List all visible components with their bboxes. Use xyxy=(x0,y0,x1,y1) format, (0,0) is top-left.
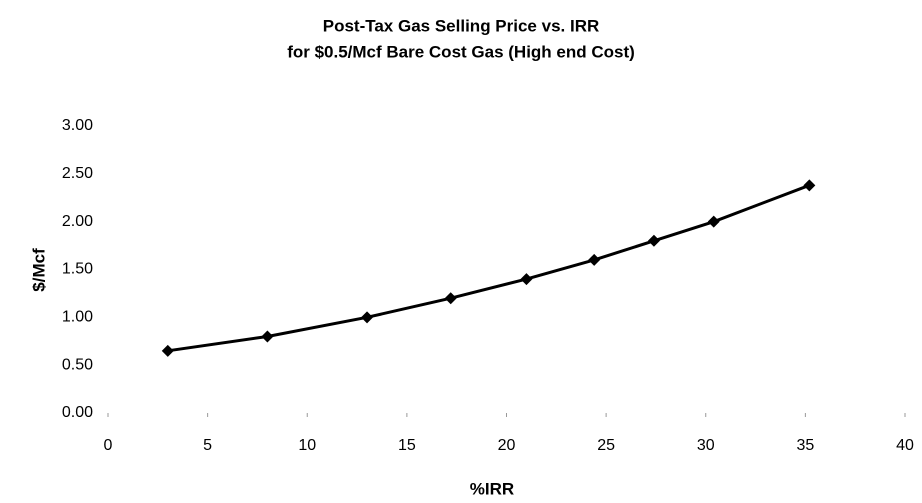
y-tick-label: 1.00 xyxy=(62,309,93,326)
data-marker xyxy=(361,311,374,324)
x-tick-label: 10 xyxy=(298,437,316,454)
x-tick-label: 25 xyxy=(597,437,615,454)
data-marker xyxy=(588,253,601,266)
y-tick-label: 2.50 xyxy=(62,165,93,182)
x-tick-label: 35 xyxy=(796,437,814,454)
x-tick-label: 20 xyxy=(498,437,516,454)
data-marker xyxy=(520,273,533,286)
y-tick-label: 1.50 xyxy=(62,261,93,278)
x-axis-label: %IRR xyxy=(470,479,514,498)
y-tick-label: 0.50 xyxy=(62,356,93,373)
y-tick-label: 2.00 xyxy=(62,213,93,230)
chart-subtitle: for $0.5/Mcf Bare Cost Gas (High end Cos… xyxy=(287,42,635,61)
x-tick-label: 40 xyxy=(896,437,914,454)
x-tick-label: 5 xyxy=(203,437,212,454)
chart-title: Post-Tax Gas Selling Price vs. IRR xyxy=(323,16,600,35)
y-tick-label: 3.00 xyxy=(62,117,93,134)
data-marker xyxy=(647,234,660,247)
data-marker xyxy=(161,344,174,357)
y-axis-label: $/Mcf xyxy=(29,248,48,292)
x-tick-label: 15 xyxy=(398,437,416,454)
data-marker xyxy=(261,330,274,343)
y-tick-label: 0.00 xyxy=(62,404,93,421)
x-tick-label: 0 xyxy=(104,437,113,454)
data-line xyxy=(167,183,810,353)
data-marker xyxy=(707,215,720,228)
data-marker xyxy=(803,179,816,192)
x-tick-label: 30 xyxy=(697,437,715,454)
data-marker xyxy=(444,292,457,305)
